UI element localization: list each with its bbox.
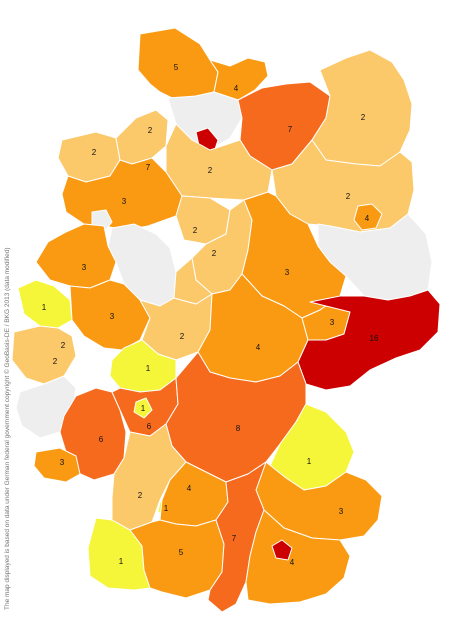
label-r5-north: 5 <box>174 63 179 72</box>
region-r3-muenster[interactable] <box>35 223 117 289</box>
label-r7-mv: 7 <box>288 125 293 134</box>
label-r4-schwaben: 4 <box>187 484 192 493</box>
label-r4-berlin: 4 <box>365 214 370 223</box>
label-r4-oberbayern: 4 <box>290 558 295 567</box>
label-r1-frankfurt: 1 <box>141 404 146 413</box>
label-r3-niederbayern: 3 <box>339 507 344 516</box>
label-r16-saxony: 16 <box>370 334 379 343</box>
label-r1-giessen: 1 <box>146 364 151 373</box>
region-r3-saar[interactable] <box>33 447 81 483</box>
label-r2-ostfriesland: 2 <box>92 148 97 157</box>
label-r6-pfalz: 6 <box>99 435 104 444</box>
region-r7-allgaeu[interactable] <box>207 461 267 613</box>
label-r5-tuebingen: 5 <box>179 548 184 557</box>
label-r3-leipzig: 3 <box>330 318 335 327</box>
label-r2-cuxhaven: 2 <box>148 126 153 135</box>
label-r3-magdeburg: 3 <box>285 268 290 277</box>
label-r4-thueringen: 4 <box>256 343 261 352</box>
label-r2-brandenburg: 2 <box>346 192 351 201</box>
label-r2-karlsruhe: 2 <box>138 491 143 500</box>
region-r4-berlin[interactable] <box>353 203 383 231</box>
region-r16-saxony[interactable] <box>297 289 441 391</box>
label-r1-freiburg: 1 <box>119 557 124 566</box>
label-r3-saar: 3 <box>60 458 65 467</box>
region-r-muenchen[interactable] <box>271 539 293 561</box>
label-r2-braunschweig: 2 <box>212 249 217 258</box>
region-r3-siegen[interactable] <box>69 279 151 351</box>
label-r2-eifel-a: 2 <box>61 341 66 350</box>
label-r2-pomerania: 2 <box>361 113 366 122</box>
region-r2-eifel[interactable] <box>11 325 77 385</box>
label-r3-siegen: 3 <box>110 312 115 321</box>
region-r4-baltic[interactable] <box>209 57 269 101</box>
region-r2-cuxhaven[interactable] <box>115 109 169 165</box>
label-r2-hannover: 2 <box>193 226 198 235</box>
region-r1-frankfurt[interactable] <box>133 397 153 419</box>
label-r3-osnabrueck: 3 <box>122 197 127 206</box>
label-r3-muenster: 3 <box>82 263 87 272</box>
region-r2-karlsruhe[interactable] <box>111 423 187 531</box>
label-r7-allgaeu: 7 <box>232 534 237 543</box>
label-r2-trier: 2 <box>180 332 185 341</box>
label-r1-stuttgart: 1 <box>164 504 169 513</box>
label-r8-franken: 8 <box>236 424 241 433</box>
label-r2-eifel-b: 2 <box>53 357 58 366</box>
label-r2-lueneburg: 2 <box>208 166 213 175</box>
label-r1-aachen: 1 <box>42 303 47 312</box>
label-r7-bremen: 7 <box>146 163 151 172</box>
label-r6-rheinmain: 6 <box>147 422 152 431</box>
region-r4-oberbayern[interactable] <box>245 509 351 605</box>
label-r4-baltic: 4 <box>234 84 239 93</box>
copyright-credit: The map displayed is based on data under… <box>4 247 11 610</box>
label-r1-oberpfalz: 1 <box>307 457 312 466</box>
